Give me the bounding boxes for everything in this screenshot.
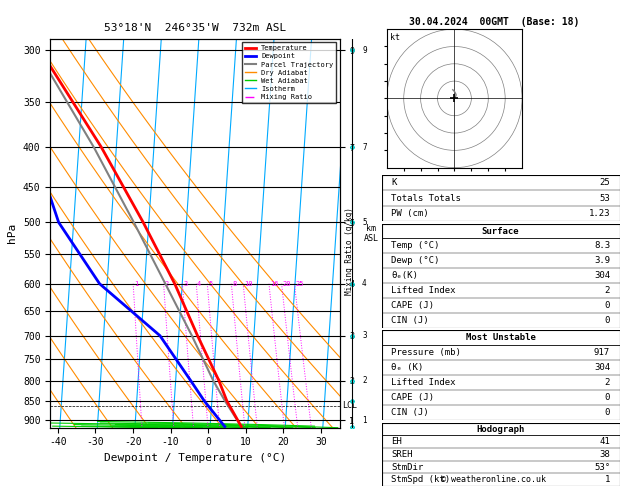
Text: 2: 2 bbox=[604, 379, 610, 387]
Text: 0: 0 bbox=[604, 393, 610, 402]
Text: 53°: 53° bbox=[594, 463, 610, 471]
Text: 0: 0 bbox=[604, 301, 610, 310]
Text: CAPE (J): CAPE (J) bbox=[391, 393, 434, 402]
Text: 304: 304 bbox=[594, 364, 610, 372]
Text: 7: 7 bbox=[362, 143, 367, 152]
Text: Most Unstable: Most Unstable bbox=[465, 333, 536, 343]
X-axis label: Dewpoint / Temperature (°C): Dewpoint / Temperature (°C) bbox=[104, 453, 286, 463]
Text: 917: 917 bbox=[594, 348, 610, 358]
Text: kt: kt bbox=[390, 33, 400, 41]
Text: 41: 41 bbox=[599, 437, 610, 446]
Text: SREH: SREH bbox=[391, 450, 413, 459]
Text: 25: 25 bbox=[599, 178, 610, 187]
Text: Surface: Surface bbox=[482, 226, 520, 236]
Text: LCL: LCL bbox=[343, 401, 357, 410]
Text: © weatheronline.co.uk: © weatheronline.co.uk bbox=[442, 474, 546, 484]
Text: 2: 2 bbox=[362, 376, 367, 385]
Text: 0: 0 bbox=[604, 408, 610, 417]
Text: Lifted Index: Lifted Index bbox=[391, 379, 456, 387]
Text: Pressure (mb): Pressure (mb) bbox=[391, 348, 461, 358]
Text: 2: 2 bbox=[164, 281, 169, 287]
Text: 3: 3 bbox=[183, 281, 187, 287]
Text: StmSpd (kt): StmSpd (kt) bbox=[391, 475, 450, 484]
Text: Dewp (°C): Dewp (°C) bbox=[391, 257, 440, 265]
Text: 5: 5 bbox=[208, 281, 213, 287]
Legend: Temperature, Dewpoint, Parcel Trajectory, Dry Adiabat, Wet Adiabat, Isotherm, Mi: Temperature, Dewpoint, Parcel Trajectory… bbox=[242, 42, 336, 103]
Text: CAPE (J): CAPE (J) bbox=[391, 301, 434, 310]
Text: 1: 1 bbox=[134, 281, 138, 287]
Text: 53: 53 bbox=[599, 193, 610, 203]
Text: 9: 9 bbox=[362, 46, 367, 55]
Text: StmDir: StmDir bbox=[391, 463, 423, 471]
Text: 3: 3 bbox=[362, 331, 367, 340]
Text: 5: 5 bbox=[362, 218, 367, 227]
Text: 38: 38 bbox=[599, 450, 610, 459]
Text: θₑ(K): θₑ(K) bbox=[391, 271, 418, 280]
Title: 53°18'N  246°35'W  732m ASL: 53°18'N 246°35'W 732m ASL bbox=[104, 22, 286, 33]
Text: 8.3: 8.3 bbox=[594, 242, 610, 250]
Text: EH: EH bbox=[391, 437, 402, 446]
Y-axis label: hPa: hPa bbox=[8, 223, 18, 243]
Text: 10: 10 bbox=[244, 281, 252, 287]
Text: 1: 1 bbox=[604, 475, 610, 484]
Text: 16: 16 bbox=[270, 281, 278, 287]
Text: 30.04.2024  00GMT  (Base: 18): 30.04.2024 00GMT (Base: 18) bbox=[409, 17, 579, 27]
Text: 2: 2 bbox=[604, 286, 610, 295]
Text: 8: 8 bbox=[232, 281, 237, 287]
Text: 20: 20 bbox=[282, 281, 291, 287]
Text: Hodograph: Hodograph bbox=[477, 425, 525, 434]
Text: 4: 4 bbox=[362, 279, 367, 288]
Text: 304: 304 bbox=[594, 271, 610, 280]
Text: 0: 0 bbox=[604, 316, 610, 325]
Text: PW (cm): PW (cm) bbox=[391, 209, 429, 218]
Text: CIN (J): CIN (J) bbox=[391, 316, 429, 325]
Text: θₑ (K): θₑ (K) bbox=[391, 364, 423, 372]
Text: 3.9: 3.9 bbox=[594, 257, 610, 265]
Text: K: K bbox=[391, 178, 397, 187]
Text: Lifted Index: Lifted Index bbox=[391, 286, 456, 295]
Text: Temp (°C): Temp (°C) bbox=[391, 242, 440, 250]
Text: 1.23: 1.23 bbox=[589, 209, 610, 218]
Text: CIN (J): CIN (J) bbox=[391, 408, 429, 417]
Y-axis label: km
ASL: km ASL bbox=[364, 224, 379, 243]
Text: Totals Totals: Totals Totals bbox=[391, 193, 461, 203]
Text: 4: 4 bbox=[197, 281, 201, 287]
Text: 1: 1 bbox=[362, 416, 367, 425]
Text: 25: 25 bbox=[295, 281, 304, 287]
Text: Mixing Ratio (g/kg): Mixing Ratio (g/kg) bbox=[345, 208, 354, 295]
